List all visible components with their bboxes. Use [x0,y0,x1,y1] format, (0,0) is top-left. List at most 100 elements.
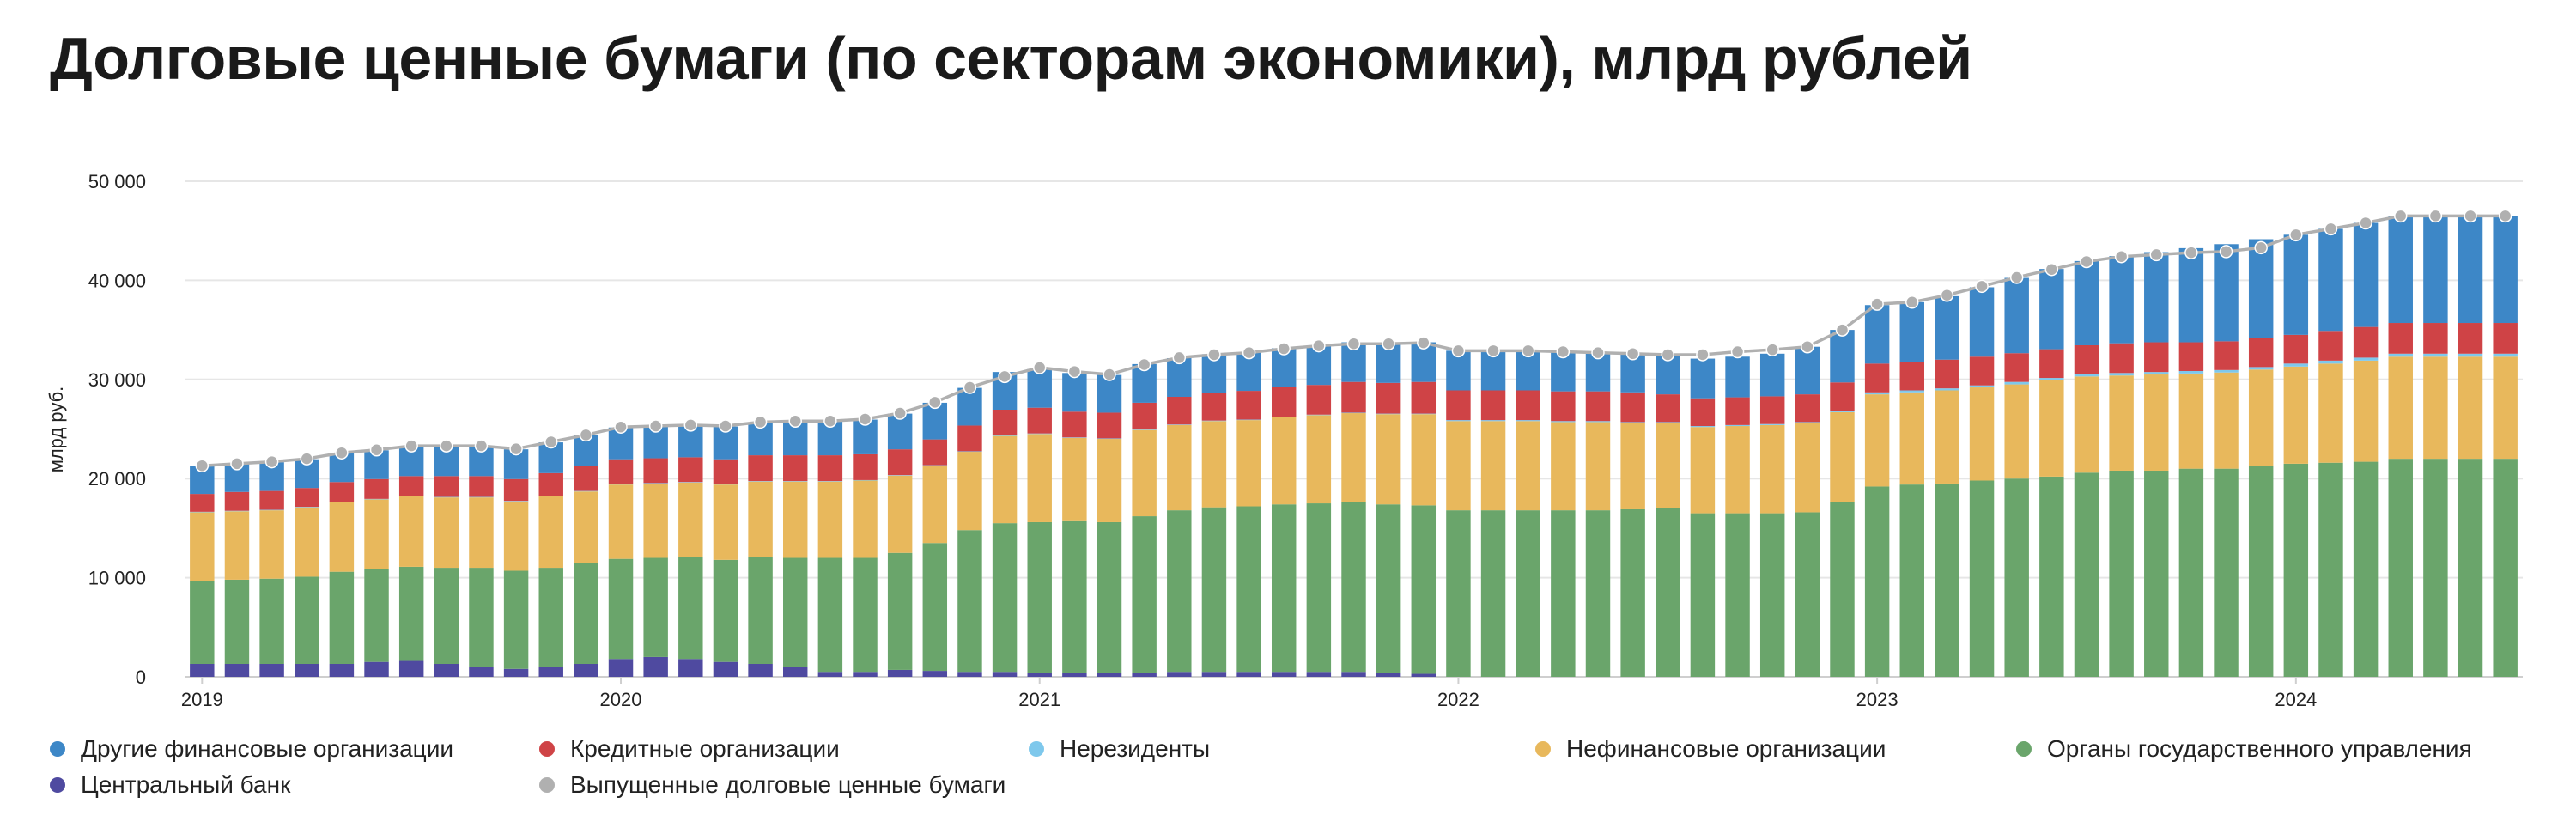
bar-segment-credit [2318,331,2343,361]
bar-segment-cb [1376,673,1401,677]
bar-segment-gov [1795,512,1820,677]
legend-item-other_fin[interactable]: Другие финансовые организации [50,735,453,763]
bar-segment-nonfin [2248,369,2274,466]
bar-segment-credit [2248,338,2274,368]
total-point [2080,254,2093,269]
bar-segment-nonfin [853,480,878,558]
bar-segment-credit [469,476,494,497]
bar-segment-credit [1097,412,1122,439]
legend-label: Центральный банк [81,771,291,798]
bar-segment-nonfin [2144,374,2169,471]
bar-segment-credit [2423,323,2448,354]
bar-segment-nonres [1516,420,1540,422]
total-point [300,452,313,466]
bar-segment-nonres [295,507,319,508]
bar-segment-other_fin [2283,234,2309,335]
legend-item-nonres[interactable]: Нерезиденты [1029,735,1210,763]
bar-segment-other_fin [2388,216,2413,324]
bar-segment-other_fin [2248,239,2274,338]
bar-segment-gov [1830,502,1855,677]
bar-segment-gov [1341,502,1366,673]
total-point [823,414,837,429]
total-point [2114,249,2129,264]
total-point [440,439,453,453]
bar-segment-gov [538,568,563,667]
legend-item-credit[interactable]: Кредитные организации [539,735,840,763]
bar-segment-nonfin [1097,439,1122,522]
y-axis: 0 10 000 20 000 30 000 40 000 50 000 млрд руб. [46,171,146,688]
bar-segment-nonres [1236,419,1261,421]
bar-segment-nonres [224,510,250,512]
bar-segment-credit [538,472,563,496]
bar-segment-nonres [2353,357,2379,361]
total-point [1172,350,1187,365]
legend-item-cb[interactable]: Центральный банк [50,771,290,799]
bar-segment-cb [783,667,808,677]
total-point [2394,209,2408,223]
bar-segment-nonres [783,481,808,482]
bar-segment-credit [1585,391,1611,422]
y-tick-label: 0 [136,667,146,688]
bar-segment-gov [783,557,808,667]
bar-segment-gov [957,530,982,673]
total-point [928,395,942,410]
bar-segment-credit [1656,394,1680,423]
bar-segment-nonres [2423,353,2448,357]
x-tick-label: 2020 [600,689,642,710]
bar-segment-nonfin [1027,434,1052,522]
legend-swatch [2016,741,2032,757]
total-point [195,459,210,472]
bar-segment-cb [1236,672,1261,677]
total-point [1521,344,1535,358]
bar-segment-gov [1167,510,1192,673]
bar-segment-nonfin [2458,356,2483,460]
legend-item-nonfin[interactable]: Нефинансовые организации [1535,735,1886,763]
bar-segment-nonfin [922,466,948,544]
bar-segment-nonfin [643,483,668,558]
y-tick-label: 30 000 [88,369,146,391]
bar-segment-gov [2109,470,2134,677]
bar-segment-cb [1132,673,1157,677]
bar-segment-nonfin [1795,423,1820,513]
legend-swatch [1535,741,1551,757]
bar-segment-credit [1795,394,1820,423]
bar-segment-gov [887,552,913,670]
bar-segment-nonfin [2109,375,2134,471]
x-tick-label: 2021 [1018,689,1060,710]
bar-segment-nonres [678,482,703,483]
bar-segment-credit [1236,391,1261,420]
bar-segment-nonfin [1759,424,1785,514]
bar-segment-gov [2178,468,2204,677]
bar-segment-credit [1446,390,1471,421]
bar-segment-gov [713,559,738,662]
bar-segment-cb [643,656,668,677]
bar-segment-nonfin [1236,420,1261,507]
bar-segment-nonres [1899,390,1924,393]
bar-segment-credit [1969,356,1995,386]
bar-segment-nonfin [574,491,598,563]
bar-segment-gov [608,558,634,660]
bar-segment-gov [503,570,529,669]
legend-item-gov[interactable]: Органы государственного управления [2016,735,2472,763]
total-point [1870,297,1884,311]
total-point [1556,344,1571,359]
total-point [2464,209,2477,223]
chart-title: Долговые ценные бумаги (по секторам экон… [50,25,1972,92]
bar-segment-nonfin [364,499,389,569]
bar-segment-nonres [1969,385,1995,388]
x-axis: 2019 2020 2021 2022 2023 2024 [181,677,2317,710]
total-point [1486,344,1500,358]
total-point [509,441,523,456]
bar-segment-cb [922,671,948,677]
bar-segment-cb [503,668,529,677]
total-line [195,209,2512,472]
bar-segment-nonfin [1306,415,1332,504]
total-point [1103,368,1116,381]
bar-segment-credit [922,439,948,466]
total-point [1032,361,1047,374]
bar-segment-cb [1201,672,1227,677]
bar-segment-nonfin [469,497,494,569]
total-point [544,435,558,449]
bar-segment-gov [1062,520,1087,673]
legend-item-total[interactable]: Выпущенные долговые ценные бумаги [539,771,1005,799]
